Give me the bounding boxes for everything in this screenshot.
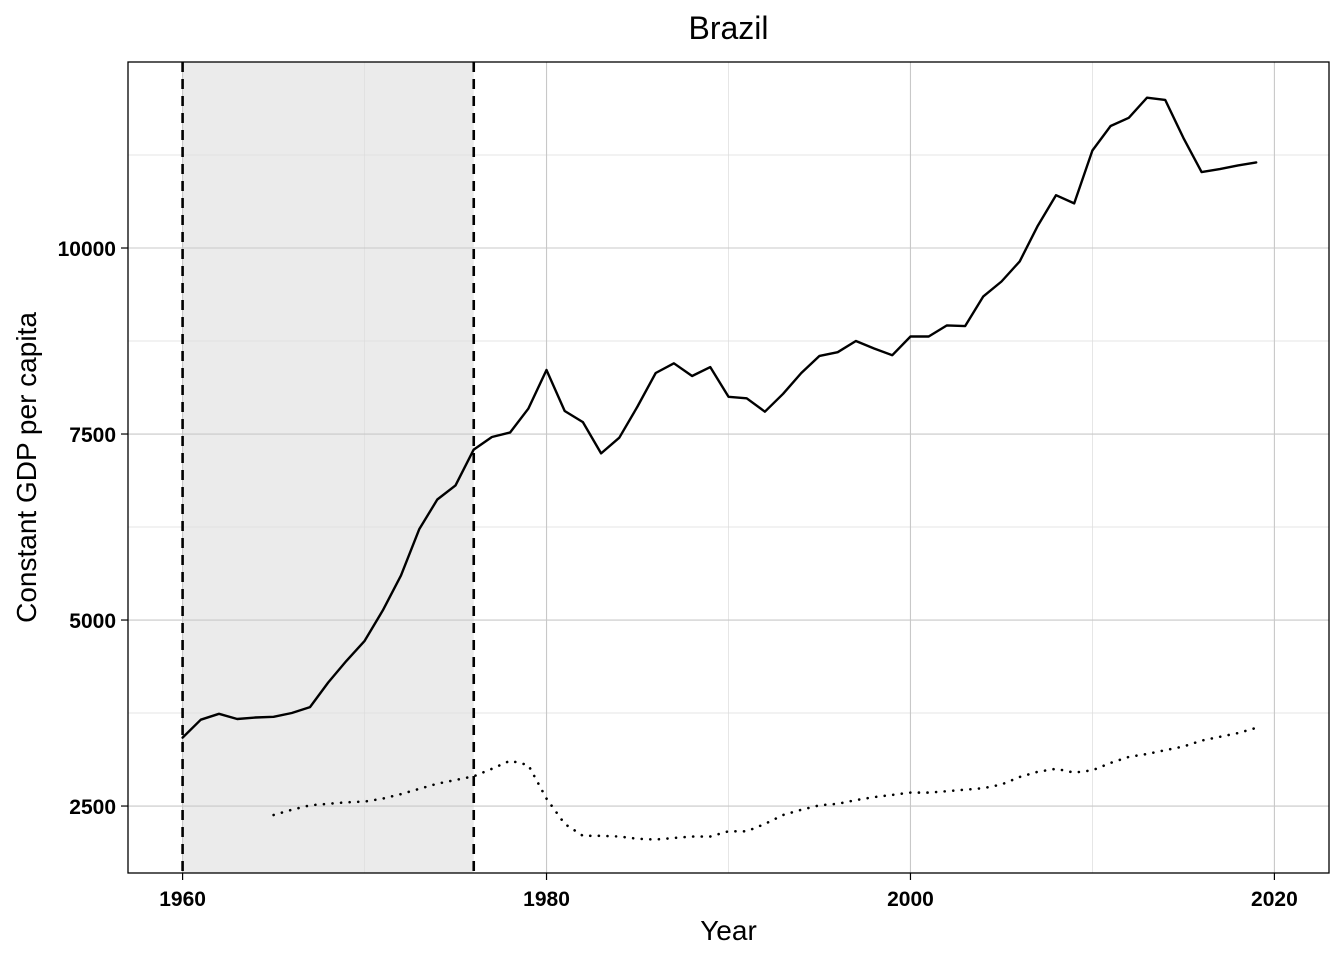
- y-tick-label: 7500: [69, 424, 116, 447]
- y-axis-title: Constant GDP per capita: [11, 312, 42, 623]
- chart-title: Brazil: [688, 10, 768, 46]
- tick-labels: 1960 1980 2000 2020 2500 5000 7500 10000: [58, 238, 1298, 911]
- x-tick-label: 1960: [159, 888, 206, 911]
- plot-panel-border: [127, 61, 1330, 874]
- x-tick-label: 2000: [887, 888, 934, 911]
- x-tick-label: 1980: [523, 888, 570, 911]
- series-line-solid: [181, 96, 1258, 739]
- x-axis-title: Year: [700, 915, 757, 946]
- grid: [128, 61, 1329, 873]
- shaded-period-rect: [182, 62, 474, 873]
- y-tick-label: 2500: [69, 796, 116, 819]
- shaded-period: [182, 62, 474, 873]
- series-lines: [181, 96, 1258, 841]
- y-tick-label: 10000: [58, 238, 116, 261]
- y-tick-label: 5000: [69, 610, 116, 633]
- axes: [121, 247, 1276, 880]
- x-tick-label: 2020: [1251, 888, 1298, 911]
